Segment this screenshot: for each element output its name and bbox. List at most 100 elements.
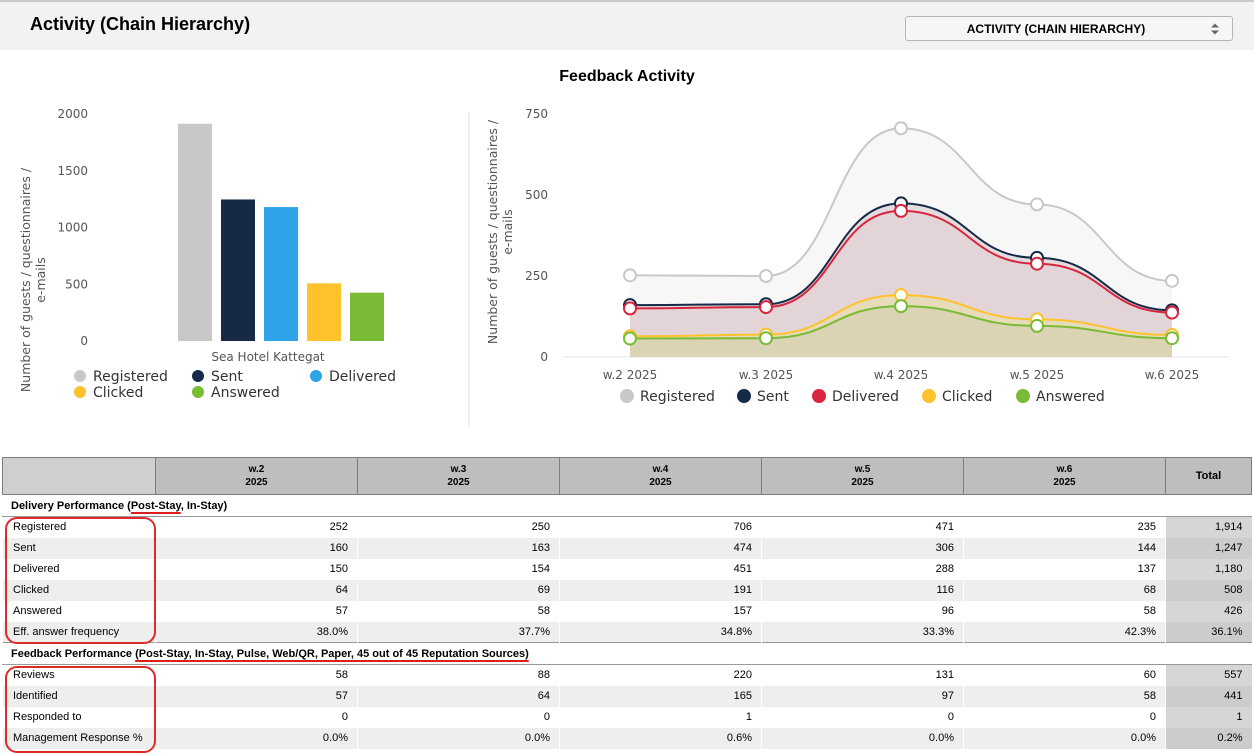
point-registered xyxy=(623,268,637,283)
legend-marker-answered xyxy=(1016,389,1030,403)
bar-y-tick-label: 1000 xyxy=(57,221,88,235)
legend-marker-sent xyxy=(737,389,751,403)
row-label: Reviews xyxy=(2,664,156,686)
table-cell: 42.3% xyxy=(963,621,1166,643)
point-delivered xyxy=(759,300,773,315)
section-title-suffix: , In-Stay) xyxy=(180,499,228,512)
line-y-tick-label: 250 xyxy=(525,269,548,283)
total-cell: 1,914 xyxy=(1165,516,1252,538)
table-cell: 288 xyxy=(761,558,964,580)
legend-label: Registered xyxy=(93,369,168,385)
col-header-w6[interactable]: w.6 2025 xyxy=(963,457,1166,495)
table-cell: 157 xyxy=(559,600,762,622)
select-arrows-icon xyxy=(1211,23,1219,35)
legend-marker-answered xyxy=(192,386,204,398)
legend-label: Answered xyxy=(211,385,280,401)
table-row: Delivered 150 154 451 288 137 1,180 xyxy=(2,558,1252,580)
section-row-delivery: Delivery Performance (Post-Stay, In-Stay… xyxy=(2,494,1252,517)
legend-label: Delivered xyxy=(329,369,396,385)
table-cell: 306 xyxy=(761,537,964,559)
col-header-w4[interactable]: w.4 2025 xyxy=(559,457,762,495)
total-cell: 441 xyxy=(1165,685,1252,707)
table-cell: 163 xyxy=(357,537,560,559)
table-cell: 154 xyxy=(357,558,560,580)
table-cell: 0 xyxy=(761,706,964,728)
legend-label: Delivered xyxy=(832,389,899,405)
point-answered xyxy=(1165,331,1179,346)
line-y-tick-label: 500 xyxy=(525,188,548,202)
table-cell: 58 xyxy=(155,664,358,686)
table-cell: 69 xyxy=(357,579,560,601)
table-header-row: w.2 2025 w.3 2025 w.4 2025 w.5 2025 w.6 2025 … xyxy=(2,457,1252,495)
total-cell: 0.2% xyxy=(1165,727,1252,749)
point-delivered xyxy=(623,301,637,316)
line-x-tick-label: w.6 2025 xyxy=(1145,368,1200,382)
table-row: Clicked 64 69 191 116 68 508 xyxy=(2,579,1252,601)
row-label: Sent xyxy=(2,537,156,559)
feedback-activity-panel: Feedback Activity 0 500 1000 1500 2000 Number… xyxy=(2,52,1252,427)
legend-marker-clicked xyxy=(922,389,936,403)
table-cell: 137 xyxy=(963,558,1166,580)
table-cell: 96 xyxy=(761,600,964,622)
table-row: Sent 160 163 474 306 144 1,247 xyxy=(2,537,1252,559)
table-cell: 474 xyxy=(559,537,762,559)
point-delivered xyxy=(1165,305,1179,320)
section-title-feedback: Feedback Performance (Post-Stay, In-Stay… xyxy=(2,642,1252,665)
bar-answered xyxy=(350,292,384,341)
header-blank xyxy=(2,457,156,495)
table-cell: 33.3% xyxy=(761,621,964,643)
page-header: Activity (Chain Hierarchy) ACTIVITY (CHA… xyxy=(0,2,1254,50)
total-cell: 426 xyxy=(1165,600,1252,622)
bar-clicked xyxy=(307,283,341,341)
table-cell: 58 xyxy=(357,600,560,622)
table-cell: 235 xyxy=(963,516,1166,538)
row-label: Answered xyxy=(2,600,156,622)
legend-marker-registered xyxy=(620,389,634,403)
col-header-w5[interactable]: w.5 2025 xyxy=(761,457,964,495)
bar-y-tick-label: 2000 xyxy=(57,107,88,121)
table-cell: 0 xyxy=(155,706,358,728)
table-cell: 131 xyxy=(761,664,964,686)
point-registered xyxy=(759,269,773,283)
legend-marker-delivered xyxy=(310,370,322,382)
page-title: Activity (Chain Hierarchy) xyxy=(30,14,251,34)
bar-sent xyxy=(221,199,255,341)
section-title-prefix: Delivery Performance ( xyxy=(11,499,131,512)
point-registered xyxy=(1165,273,1179,288)
table-cell: 191 xyxy=(559,579,762,601)
line-x-tick-label: w.4 2025 xyxy=(874,368,929,382)
table-cell: 0.0% xyxy=(155,727,358,749)
line-x-tick-label: w.2 2025 xyxy=(603,368,658,382)
table-cell: 250 xyxy=(357,516,560,538)
table-row: Responded to 0 0 1 0 0 1 xyxy=(2,706,1252,728)
section-title-prefix: Feedback Performance xyxy=(11,647,136,660)
table-cell: 38.0% xyxy=(155,621,358,643)
table-cell: 165 xyxy=(559,685,762,707)
legend-label: Registered xyxy=(640,389,715,405)
point-answered xyxy=(759,331,773,346)
table-cell: 150 xyxy=(155,558,358,580)
row-label: Clicked xyxy=(2,579,156,601)
col-header-w2[interactable]: w.2 2025 xyxy=(155,457,358,495)
legend-label: Sent xyxy=(757,389,789,405)
section-title-highlight: (Post-Stay, In-Stay, Pulse, Web/QR, Pape… xyxy=(135,647,529,660)
bar-x-tick-label: Sea Hotel Kattegat xyxy=(211,350,325,364)
table-row: Management Response % 0.0% 0.0% 0.6% 0.0% 0.0… xyxy=(2,727,1252,749)
bar-delivered xyxy=(264,207,298,341)
table-cell: 1 xyxy=(559,706,762,728)
table-row: Registered 252 250 706 471 235 1,914 xyxy=(2,516,1252,538)
row-label: Management Response % xyxy=(2,727,156,749)
col-header-total[interactable]: Total xyxy=(1165,457,1252,495)
table-cell: 58 xyxy=(963,600,1166,622)
table-cell: 116 xyxy=(761,579,964,601)
col-header-w3[interactable]: w.3 2025 xyxy=(357,457,560,495)
charts-title: Feedback Activity xyxy=(559,68,695,85)
view-select[interactable]: ACTIVITY (CHAIN HIERARCHY) xyxy=(905,16,1233,41)
bar-y-tick-label: 0 xyxy=(80,334,88,348)
table-cell: 0.0% xyxy=(357,727,560,749)
table-row: Answered 57 58 157 96 58 426 xyxy=(2,600,1252,622)
table-cell: 0 xyxy=(963,706,1166,728)
section-title-highlight: Post-Stay xyxy=(130,499,181,512)
table-cell: 88 xyxy=(357,664,560,686)
table-row: Eff. answer frequency 38.0% 37.7% 34.8% 33.3… xyxy=(2,621,1252,643)
